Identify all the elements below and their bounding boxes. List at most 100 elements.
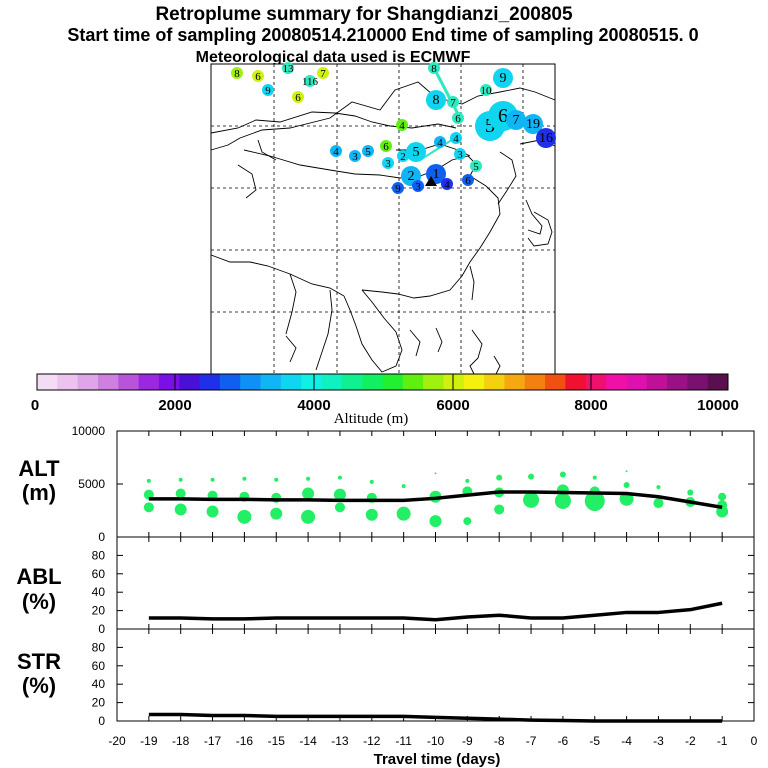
y-tick-label: 80 <box>92 640 106 654</box>
plume-marker <box>231 67 243 79</box>
colorbar-tick-10000: 10000 <box>697 397 739 414</box>
alt-plume-point <box>302 487 315 500</box>
plume-marker <box>252 70 264 82</box>
str-panel: 80 60 40 20 0 <box>92 629 754 728</box>
plume-marker-label: 7 <box>450 97 456 109</box>
colorbar-tick-8000: 8000 <box>574 397 607 414</box>
station-marker <box>425 176 437 186</box>
x-tick-label: -20 <box>108 734 126 748</box>
colorbar-cell <box>301 374 323 390</box>
plume-marker <box>397 150 409 162</box>
figure-title: Retroplume summary for Shangdianzi_20080… <box>155 4 573 25</box>
x-tick-label: -12 <box>363 734 381 748</box>
plume-marker-label: 6 <box>455 113 461 125</box>
y-tick-label: 20 <box>92 696 106 710</box>
plume-marker <box>392 182 404 194</box>
y-tick-label: 60 <box>92 567 106 581</box>
y-tick-label: 40 <box>92 677 106 691</box>
x-tick-label: -3 <box>653 734 664 748</box>
plume-marker <box>282 62 294 74</box>
alt-plume-point <box>401 484 406 489</box>
plume-marker <box>506 110 526 130</box>
plume-marker-label: 9 <box>500 71 507 86</box>
plume-marker-label: 8 <box>431 63 437 75</box>
colorbar-cell <box>463 374 485 390</box>
plume-marker-label: 19 <box>526 117 540 132</box>
alt-plume-point <box>429 515 442 528</box>
plume-marker <box>447 96 459 108</box>
plume-marker-label: 6 <box>255 71 261 83</box>
x-tick-label: -9 <box>462 734 473 748</box>
plume-marker-label: 3 <box>385 158 391 170</box>
alt-plume-point <box>175 488 186 499</box>
plume-marker-label: 6 <box>383 141 389 153</box>
plume-marker-label: 4 <box>444 179 450 191</box>
y-tick-label: 0 <box>98 622 105 636</box>
plume-marker-label: 4 <box>453 133 459 145</box>
alt-plume-point <box>210 477 215 482</box>
str-line <box>148 712 723 723</box>
alt-plume-point <box>270 507 283 520</box>
alt-plume-point <box>584 490 605 511</box>
colorbar-cell <box>341 374 363 390</box>
x-tick-label: -4 <box>621 734 632 748</box>
plume-marker <box>462 174 474 186</box>
altitude-colorbar: 0 2000 4000 6000 8000 10000 Altitude (m) <box>31 373 739 427</box>
plume-marker <box>536 128 556 148</box>
plume-marker-label: 8 <box>234 68 240 80</box>
y-tick-label: 0 <box>98 530 105 544</box>
plume-marker <box>480 84 492 96</box>
x-tick-label: -13 <box>331 734 349 748</box>
colorbar-cell <box>484 374 505 390</box>
x-axis-label: Travel time (days) <box>374 751 501 768</box>
str-axis-label: STR <box>17 649 61 674</box>
plume-marker <box>470 160 482 172</box>
plume-marker <box>292 91 304 103</box>
alt-plume-point <box>554 492 571 509</box>
abl-panel-frame <box>116 536 755 630</box>
plume-marker <box>396 119 408 131</box>
met-data-subtitle: Meteorological data used is ECMWF <box>196 49 471 66</box>
alt-plume-point <box>178 477 183 482</box>
colorbar-cell <box>504 374 526 390</box>
x-tick-label: -15 <box>268 734 286 748</box>
colorbar-cell <box>423 374 444 390</box>
x-tick-label: -1 <box>717 734 728 748</box>
alt-plume-point <box>333 488 346 501</box>
travel-time-axis: -20 -19 -18 -17 -16 -15 -14 -13 -12 -11 -10 -9 -8 -7-… <box>108 734 757 748</box>
y-tick-label: 0 <box>98 714 105 728</box>
y-tick-label: 5000 <box>78 477 105 491</box>
x-tick-label: -16 <box>236 734 254 748</box>
colorbar-tick-2000: 2000 <box>158 397 191 414</box>
alt-mean-line <box>148 490 723 510</box>
colorbar-cell <box>362 374 383 390</box>
plume-marker-label: 3 <box>457 149 463 161</box>
plume-marker <box>262 84 274 96</box>
plume-marker <box>406 142 426 162</box>
plume-marker-label: 5 <box>413 145 420 160</box>
colorbar-cell <box>158 374 180 390</box>
x-tick-label: -5 <box>589 734 600 748</box>
colorbar-cell <box>626 374 648 390</box>
plume-marker-label: 6 <box>465 175 471 187</box>
alt-plume-point <box>653 498 664 509</box>
plume-marker <box>330 145 342 157</box>
colorbar-cell <box>667 374 688 390</box>
colorbar-cell <box>37 374 58 390</box>
colorbar-cell <box>280 374 302 390</box>
x-tick-label: -18 <box>172 734 190 748</box>
colorbar-cell <box>565 374 587 390</box>
x-tick-label: -8 <box>494 734 505 748</box>
y-tick-label: 80 <box>92 548 106 562</box>
plume-marker <box>349 150 361 162</box>
colorbar-cell <box>77 374 99 390</box>
plume-marker-label: 8 <box>433 93 440 108</box>
alt-plume-point <box>592 475 597 480</box>
colorbar-cell <box>687 374 709 390</box>
plume-marker <box>317 67 329 79</box>
str-axis-unit: (%) <box>22 673 56 698</box>
alt-plume-point <box>625 470 628 473</box>
x-tick-label: -10 <box>427 734 445 748</box>
